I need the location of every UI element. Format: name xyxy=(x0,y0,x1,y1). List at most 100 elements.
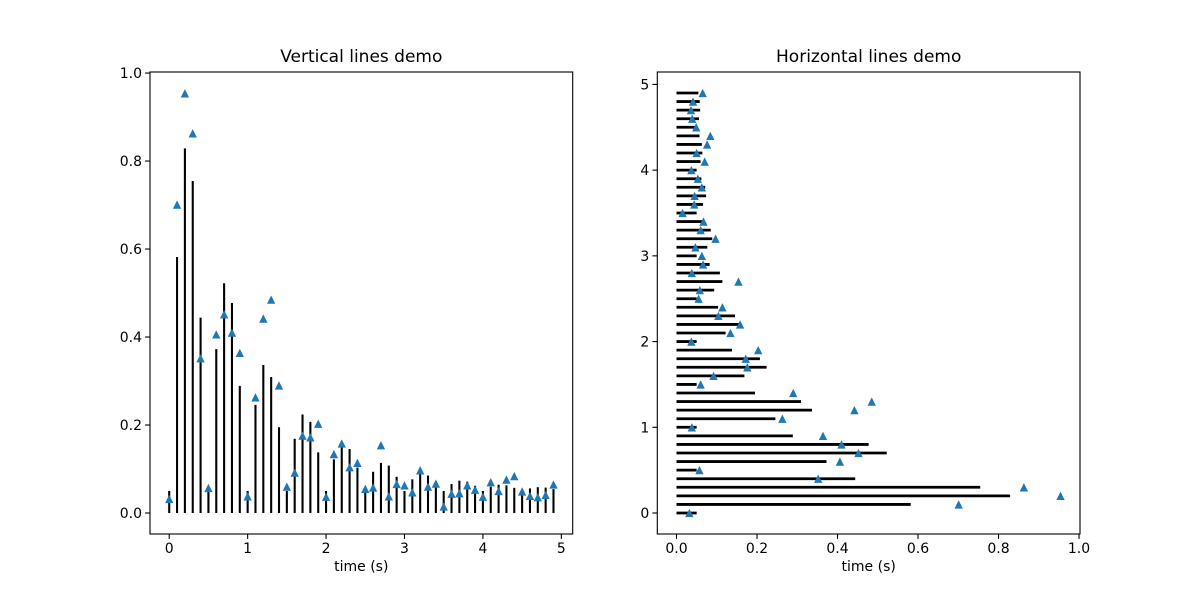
scatter-marker xyxy=(686,105,696,115)
y-tick-label: 2 xyxy=(640,335,649,351)
scatter-marker xyxy=(690,191,699,201)
scatter-marker xyxy=(687,337,696,346)
x-tick-label: 3 xyxy=(400,541,409,557)
x-tick-label: 1.0 xyxy=(1068,541,1090,557)
axes-frame xyxy=(656,71,1081,535)
scatter-marker xyxy=(741,354,750,363)
scatter-marker xyxy=(298,431,307,440)
axes-frame xyxy=(149,71,574,535)
scatter-marker xyxy=(694,294,703,303)
scatter-marker xyxy=(423,482,433,491)
scatter-marker xyxy=(172,200,182,209)
scatter-marker xyxy=(734,277,743,286)
y-tick-label: 4 xyxy=(640,163,649,179)
scatter-marker xyxy=(837,440,846,449)
x-tick-label: 5 xyxy=(557,541,566,557)
scatter-marker xyxy=(290,468,299,477)
scatter-marker xyxy=(212,330,221,339)
scatter-marker xyxy=(329,449,339,459)
scatter-marker xyxy=(274,381,284,390)
scatter-marker xyxy=(408,488,417,497)
scatter-marker xyxy=(306,433,315,442)
scatter-marker xyxy=(416,466,425,475)
scatter-marker xyxy=(494,486,503,496)
scatter-marker xyxy=(685,508,694,518)
x-tick-label: 0.6 xyxy=(907,541,929,557)
scatter-marker xyxy=(384,492,393,501)
scatter-marker xyxy=(400,481,409,490)
scatter-marker xyxy=(691,243,700,252)
scatter-marker xyxy=(1056,491,1065,501)
scatter-marker xyxy=(431,479,441,488)
scatter-marker xyxy=(470,485,480,494)
scatter-marker xyxy=(743,363,752,372)
scatter-marker xyxy=(695,285,705,295)
x-tick-label: 0.2 xyxy=(746,541,768,557)
scatter-marker xyxy=(818,431,828,441)
scatter-marker xyxy=(337,439,346,448)
x-tick-label: 4 xyxy=(478,541,487,557)
scatter-marker xyxy=(693,174,703,183)
scatter-marker xyxy=(180,89,190,98)
right-plot-xlabel: time (s) xyxy=(842,559,896,575)
scatter-marker xyxy=(510,471,519,481)
scatter-marker xyxy=(754,345,763,355)
scatter-marker xyxy=(251,393,260,402)
scatter-marker xyxy=(235,348,244,358)
x-tick-label: 2 xyxy=(322,541,331,557)
scatter-marker xyxy=(1019,483,1029,492)
scatter-marker xyxy=(687,423,696,432)
scatter-marker xyxy=(692,148,701,158)
scatter-marker xyxy=(478,492,488,501)
scatter-marker xyxy=(463,481,472,490)
scatter-marker xyxy=(706,131,715,141)
scatter-marker xyxy=(549,480,558,489)
scatter-marker xyxy=(700,157,709,166)
scatter-marker xyxy=(314,419,323,428)
scatter-marker xyxy=(692,123,701,132)
scatter-marker xyxy=(447,489,456,498)
scatter-marker xyxy=(678,208,687,218)
x-tick-label: 1 xyxy=(243,541,252,557)
left-plot-xlabel: time (s) xyxy=(334,559,388,575)
scatter-marker xyxy=(321,492,331,501)
scatter-marker xyxy=(282,482,292,491)
scatter-marker xyxy=(392,479,401,489)
scatter-marker xyxy=(188,129,197,138)
scatter-marker xyxy=(368,483,378,492)
y-tick-label: 0.0 xyxy=(120,506,142,522)
scatter-marker xyxy=(353,458,362,468)
y-tick-label: 0.2 xyxy=(120,418,142,434)
y-tick-label: 1.0 xyxy=(120,66,142,82)
x-tick-label: 0 xyxy=(165,541,174,557)
scatter-marker xyxy=(954,500,963,509)
scatter-marker xyxy=(778,414,787,423)
scatter-marker xyxy=(699,217,708,226)
y-tick-label: 0.8 xyxy=(120,154,142,170)
scatter-marker xyxy=(735,320,745,329)
scatter-marker xyxy=(345,463,354,472)
x-tick-label: 0.0 xyxy=(665,541,687,557)
scatter-marker xyxy=(814,474,823,483)
scatter-marker xyxy=(502,475,511,484)
scatter-marker xyxy=(227,328,237,337)
scatter-marker xyxy=(165,494,174,504)
scatter-marker xyxy=(702,140,712,149)
scatter-marker xyxy=(439,502,448,511)
scatter-marker xyxy=(517,487,527,496)
scatter-marker xyxy=(525,491,535,501)
scatter-marker xyxy=(361,484,370,493)
scatter-marker xyxy=(533,493,542,502)
scatter-marker xyxy=(696,225,705,235)
scatter-marker xyxy=(698,88,707,98)
scatter-marker xyxy=(711,234,720,243)
vertical-lines-plot: 0 1 2 3 4 5 0.0 0.2 0.4 0.6 0.8 1.0 xyxy=(120,66,574,557)
scatter-marker xyxy=(204,483,213,493)
scatter-marker xyxy=(850,405,859,415)
scatter-marker xyxy=(867,397,876,406)
scatter-marker xyxy=(709,371,718,381)
scatter-marker xyxy=(259,314,268,323)
scatter-marker xyxy=(696,380,705,389)
scatter-marker xyxy=(266,295,276,304)
